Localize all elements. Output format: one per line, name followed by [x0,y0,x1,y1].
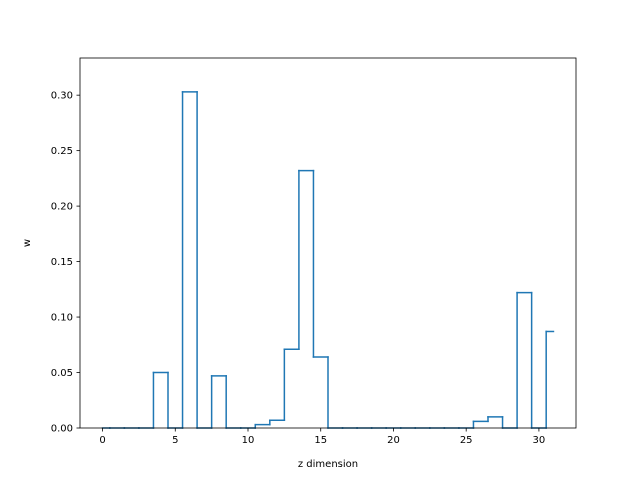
x-axis: 0 5 10 15 20 25 30 [99,428,545,446]
y-tick-label: 0.00 [51,424,73,435]
plot-frame [79,57,577,429]
y-tick-label: 0.25 [51,146,73,157]
y-tick-label: 0.10 [51,313,73,324]
y-axis-label: w [22,239,33,247]
y-tick-label: 0.15 [51,257,73,268]
x-tick-label: 15 [314,435,327,446]
x-tick-label: 0 [99,435,105,446]
y-tick-label: 0.05 [51,368,73,379]
y-axis: 0.00 0.05 0.10 0.15 0.20 0.25 0.30 [51,91,80,435]
x-tick-label: 30 [533,435,546,446]
x-tick-label: 5 [172,435,178,446]
y-tick-label: 0.30 [51,91,73,102]
x-tick-label: 20 [387,435,400,446]
x-tick-label: 25 [460,435,473,446]
x-tick-label: 10 [242,435,255,446]
y-tick-label: 0.20 [51,202,73,213]
x-axis-label: z dimension [298,459,358,470]
